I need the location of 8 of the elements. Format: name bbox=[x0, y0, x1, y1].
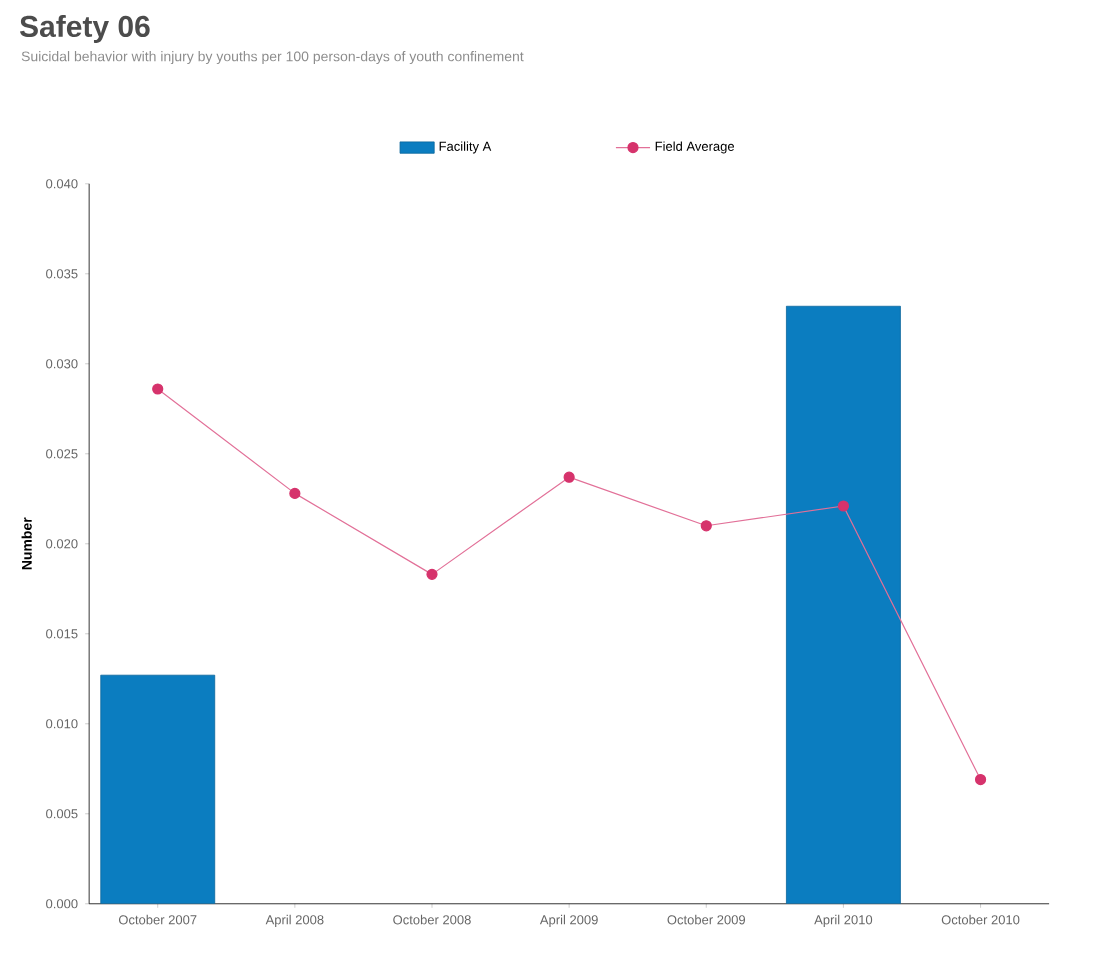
point bbox=[974, 773, 987, 786]
point bbox=[289, 487, 301, 499]
point bbox=[152, 383, 164, 395]
point bbox=[837, 500, 850, 512]
point bbox=[700, 520, 712, 532]
point bbox=[563, 471, 575, 483]
point bbox=[426, 568, 438, 580]
chart-title: Safety 06 bbox=[19, 15, 150, 43]
